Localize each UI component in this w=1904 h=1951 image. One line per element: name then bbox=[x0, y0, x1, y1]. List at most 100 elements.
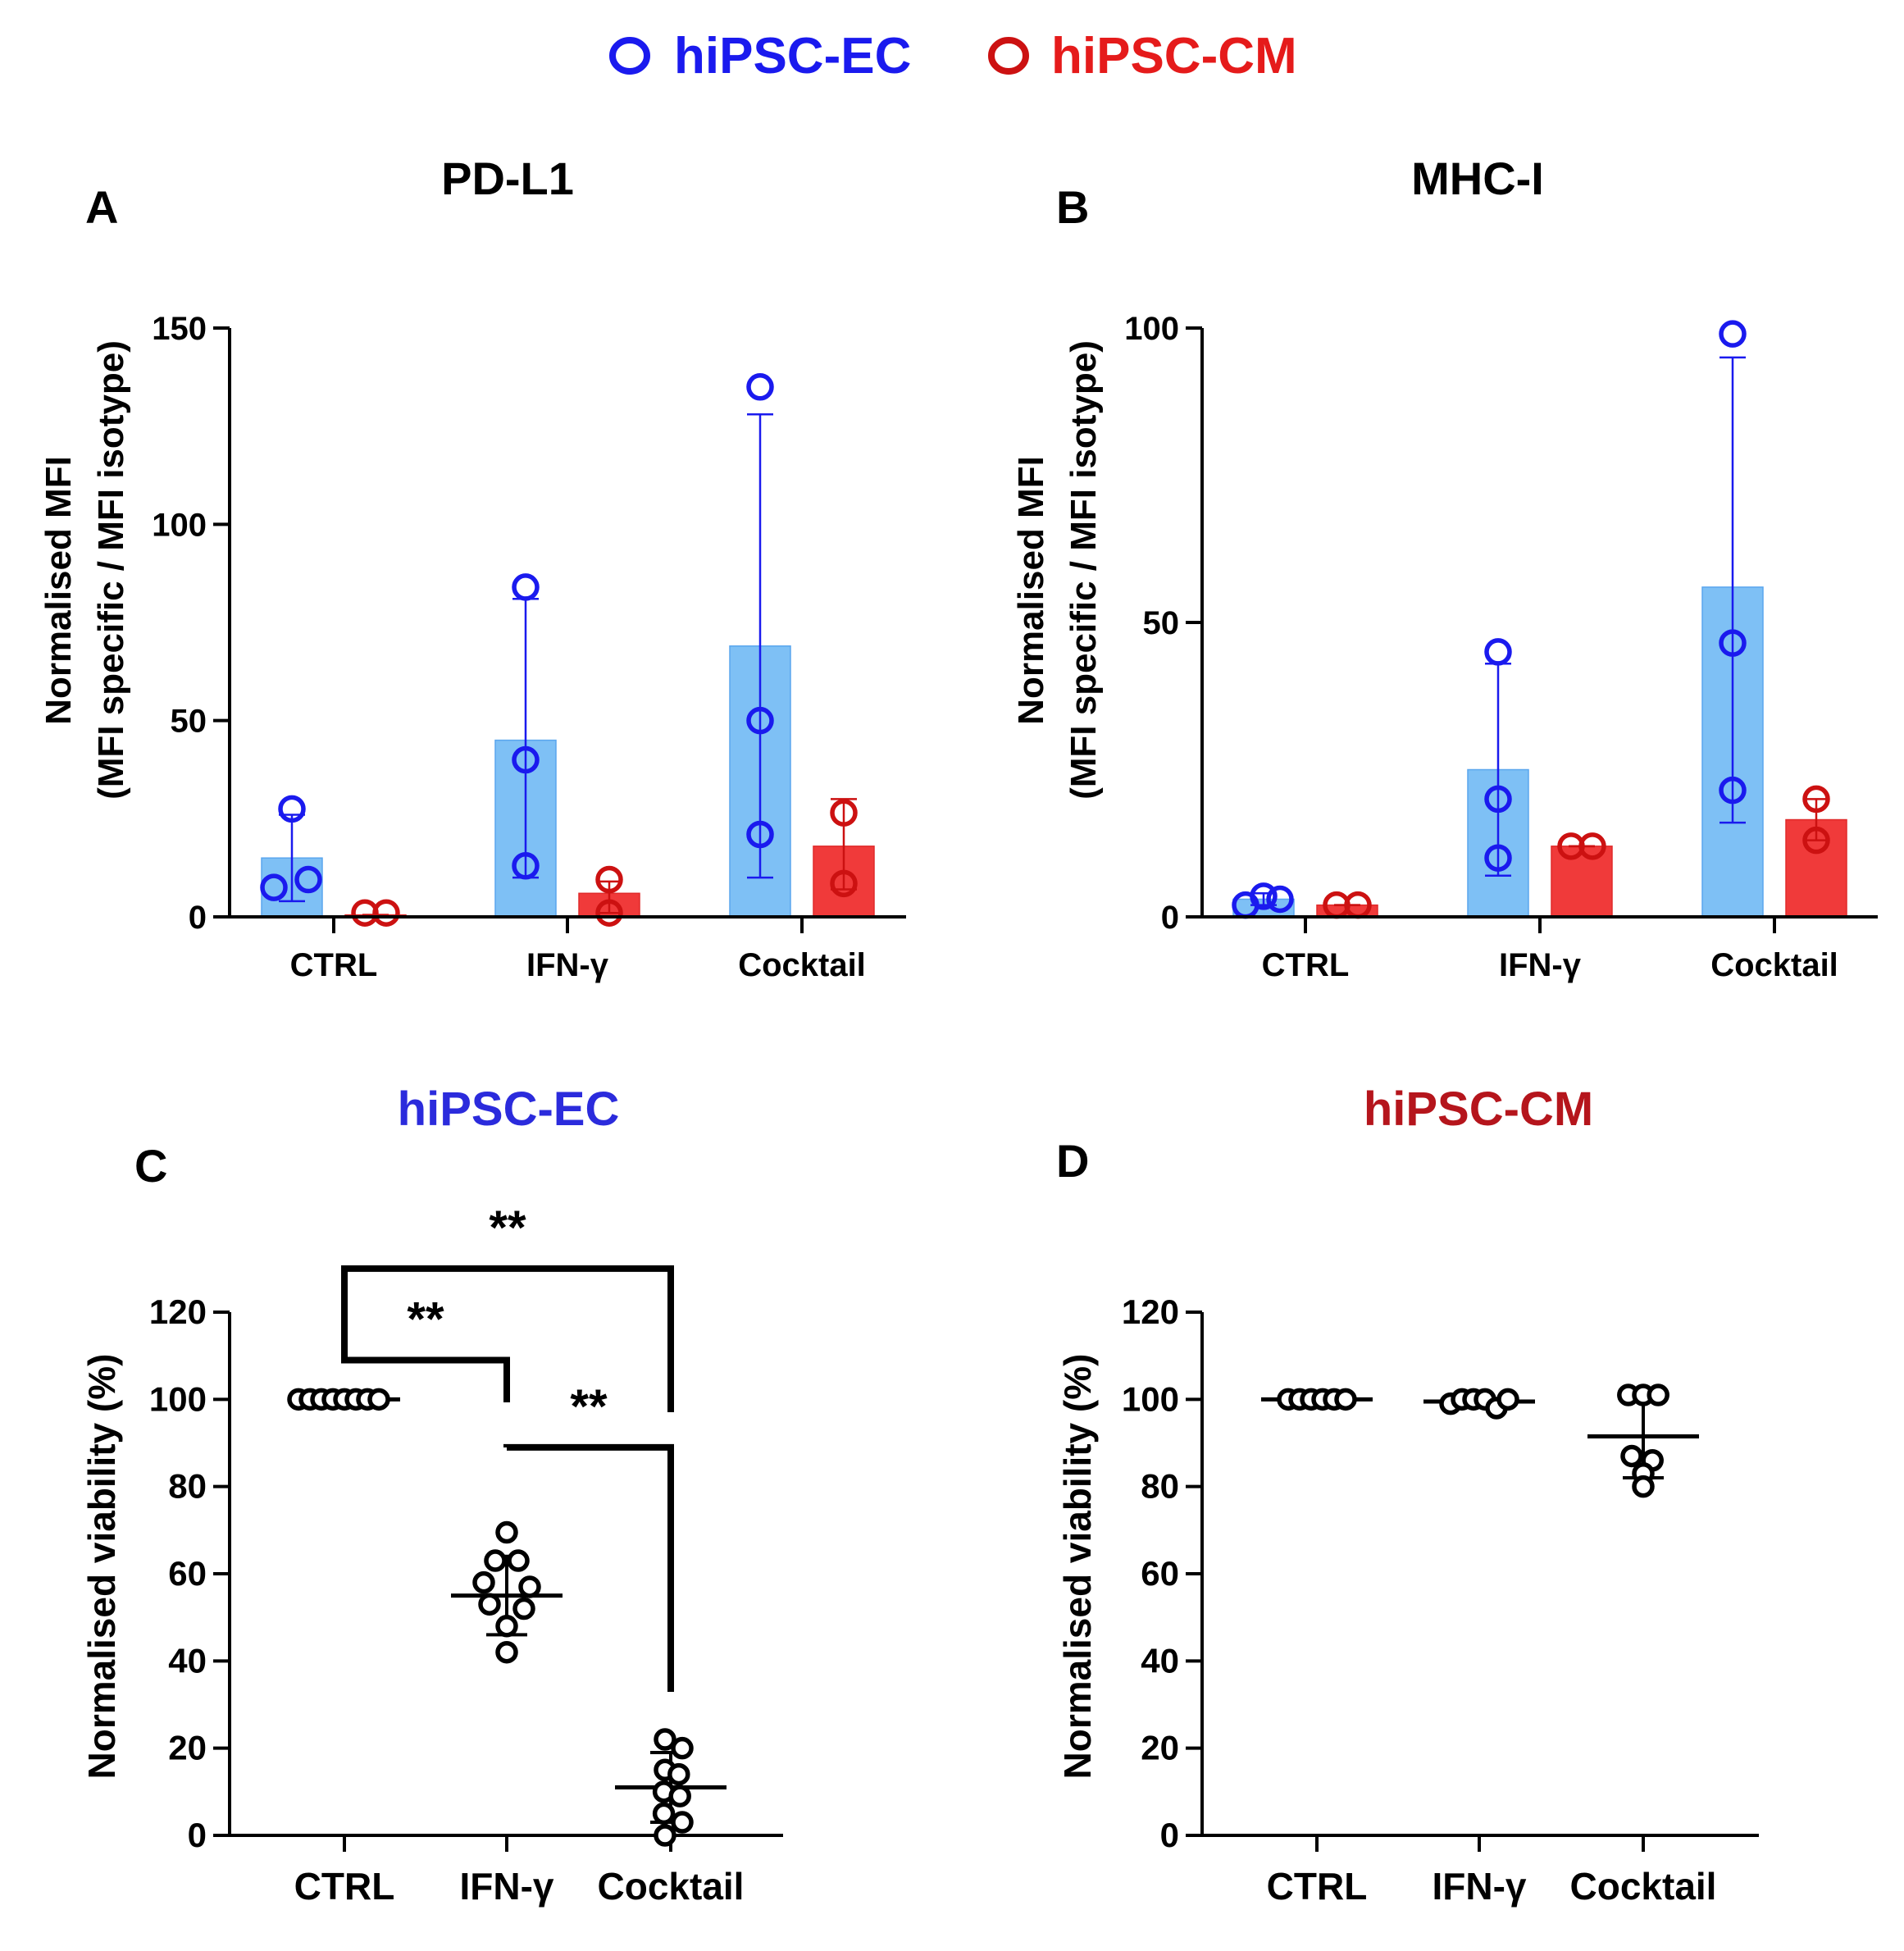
panel-a-y-tick-label: 50 bbox=[171, 704, 207, 740]
panel-d-data-point bbox=[1334, 1388, 1357, 1411]
panel-a-data-point bbox=[595, 865, 623, 894]
panel-d-y-tick-label: 120 bbox=[1122, 1292, 1179, 1331]
panel-c-data-point bbox=[654, 1824, 676, 1847]
panel-b-data-point bbox=[1578, 832, 1606, 860]
panel-c-data-point bbox=[495, 1520, 518, 1544]
panel-a-y-tick-label: 100 bbox=[152, 507, 207, 543]
legend-marker-hipsc-cm bbox=[988, 37, 1029, 75]
panel-c-significance-bracket bbox=[503, 1443, 674, 1692]
panel-a-data-point bbox=[512, 573, 540, 601]
panel-c-data-point bbox=[484, 1549, 507, 1572]
panel-b-y-tick-label: 0 bbox=[1161, 900, 1179, 936]
panel-b-ylabel-line2: (MFI specific / MFI isotype) bbox=[1064, 340, 1104, 800]
panel-c-y-tick-label: 60 bbox=[168, 1554, 207, 1593]
panel-d-data-point bbox=[1632, 1475, 1655, 1498]
panel-d-scatter-chart: 0 20 40 60 80 100 120 CTRL IFN-γ Cocktail bbox=[1122, 1292, 1759, 1908]
panel-b-data-point bbox=[1484, 785, 1512, 814]
panel-a-x-tick-label: Cocktail bbox=[738, 947, 866, 983]
panel-c-data-point bbox=[654, 1728, 676, 1751]
panel-a-x-tick-label: CTRL bbox=[290, 947, 378, 983]
legend-label-hipsc-ec: hiPSC-EC bbox=[674, 28, 911, 84]
panel-d-y-tick-label: 20 bbox=[1141, 1729, 1179, 1767]
panel-a-data-point bbox=[746, 373, 774, 401]
panel-d-x-tick-label: CTRL bbox=[1267, 1865, 1368, 1908]
panel-a-bar-chart: 0 50 100 150 CTRL IFN-γ Cocktail bbox=[152, 311, 906, 983]
panel-a-data-point bbox=[278, 795, 306, 823]
panel-d-x-tick-label: Cocktail bbox=[1570, 1865, 1717, 1908]
panel-b-data-point bbox=[1719, 629, 1747, 657]
panel-b-title: MHC-I bbox=[1411, 153, 1544, 204]
panel-c-y-tick-label: 80 bbox=[168, 1467, 207, 1506]
panel-b-data-point bbox=[1484, 844, 1512, 872]
panel-c-data-point bbox=[507, 1549, 530, 1572]
panel-c-y-tick-label: 0 bbox=[188, 1816, 207, 1854]
panel-c-significance-label: ** bbox=[407, 1292, 444, 1346]
panel-c-data-point bbox=[512, 1597, 535, 1621]
panel-a-ylabel: Normalised MFI bbox=[39, 456, 79, 725]
panel-a-data-point bbox=[512, 745, 540, 774]
panel-a-data-point bbox=[595, 899, 623, 927]
panel-c-data-point bbox=[472, 1570, 495, 1594]
panel-d-y-tick-label: 80 bbox=[1141, 1467, 1179, 1506]
panel-d-y-tick-label: 0 bbox=[1160, 1816, 1179, 1854]
legend: hiPSC-EC hiPSC-CM bbox=[609, 28, 1297, 84]
panel-b-y-tick-label: 100 bbox=[1124, 311, 1179, 347]
panel-b-x-tick-label: Cocktail bbox=[1710, 947, 1838, 983]
panel-c-data-point bbox=[671, 1811, 694, 1834]
panel-a-data-point bbox=[830, 799, 858, 827]
panel-label-c: C bbox=[134, 1140, 167, 1192]
panel-c-x-tick-label: CTRL bbox=[294, 1865, 395, 1908]
panel-a-data-point bbox=[372, 899, 400, 927]
legend-label-hipsc-cm: hiPSC-CM bbox=[1051, 28, 1297, 84]
panel-c-data-point bbox=[495, 1640, 518, 1664]
panel-d-title: hiPSC-CM bbox=[1364, 1083, 1593, 1136]
panel-c-y-tick-label: 120 bbox=[149, 1292, 207, 1331]
panel-label-a: A bbox=[85, 181, 118, 233]
panel-b-data-point bbox=[1250, 882, 1278, 910]
panel-label-d: D bbox=[1056, 1135, 1089, 1187]
legend-marker-hipsc-ec bbox=[609, 37, 650, 75]
panel-c-data-point bbox=[652, 1802, 676, 1826]
panel-a-y-tick-label: 150 bbox=[152, 311, 207, 347]
panel-d-data-point bbox=[1496, 1388, 1519, 1411]
panel-c-data-point bbox=[478, 1593, 501, 1616]
panel-b-bar-chart: 0 50 100 CTRL IFN-γ Cocktail bbox=[1124, 311, 1878, 983]
panel-c-ylabel: Normalised viability (%) bbox=[80, 1354, 123, 1780]
panel-c-x-tick-label: IFN-γ bbox=[460, 1865, 554, 1908]
panel-c-x-tick-label: Cocktail bbox=[598, 1865, 745, 1908]
panel-c-scatter-chart: 0 20 40 60 80 100 120 CTRL IFN-γ Cocktail ** ** ** bbox=[149, 1201, 783, 1908]
panel-a-data-point bbox=[294, 865, 322, 894]
panel-b-data-point bbox=[1719, 320, 1747, 348]
panel-b-x-tick-label: CTRL bbox=[1262, 947, 1350, 983]
panel-b-y-tick-label: 50 bbox=[1143, 605, 1180, 641]
panel-c-title: hiPSC-EC bbox=[398, 1083, 620, 1136]
panel-c-data-point bbox=[668, 1785, 691, 1807]
panel-d-data-point bbox=[1620, 1444, 1643, 1468]
panel-b-data-point bbox=[1484, 638, 1512, 666]
panel-d-data-point bbox=[1647, 1383, 1669, 1406]
panel-d-ylabel: Normalised viability (%) bbox=[1056, 1354, 1099, 1780]
panel-c-data-point bbox=[667, 1762, 690, 1786]
panel-c-significance-label: ** bbox=[489, 1201, 526, 1255]
panel-b-ylabel: Normalised MFI bbox=[1011, 456, 1051, 725]
panel-c-significance-bracket bbox=[341, 1265, 674, 1412]
panel-d-y-tick-label: 40 bbox=[1141, 1641, 1179, 1680]
panel-d-x-tick-label: IFN-γ bbox=[1433, 1865, 1527, 1908]
panel-label-b: B bbox=[1056, 181, 1089, 233]
panel-a-title: PD-L1 bbox=[441, 153, 574, 204]
panel-b-data-point bbox=[1719, 776, 1747, 805]
panel-b-data-point bbox=[1266, 885, 1294, 914]
panel-d-y-tick-label: 100 bbox=[1122, 1379, 1179, 1418]
panel-c-data-point bbox=[671, 1736, 694, 1760]
panel-a-x-tick-label: IFN-γ bbox=[526, 947, 609, 983]
panel-a-y-tick-label: 0 bbox=[189, 900, 207, 936]
panel-c-significance-bracket bbox=[341, 1275, 510, 1402]
panel-a-data-point bbox=[746, 820, 774, 849]
panel-b-data-point bbox=[1802, 785, 1830, 814]
panel-a-data-point bbox=[746, 706, 774, 735]
panel-c-data-point bbox=[495, 1615, 518, 1638]
panel-c-data-point bbox=[518, 1575, 541, 1598]
panel-c-data-point bbox=[367, 1388, 390, 1411]
panel-c-y-tick-label: 20 bbox=[168, 1729, 207, 1767]
